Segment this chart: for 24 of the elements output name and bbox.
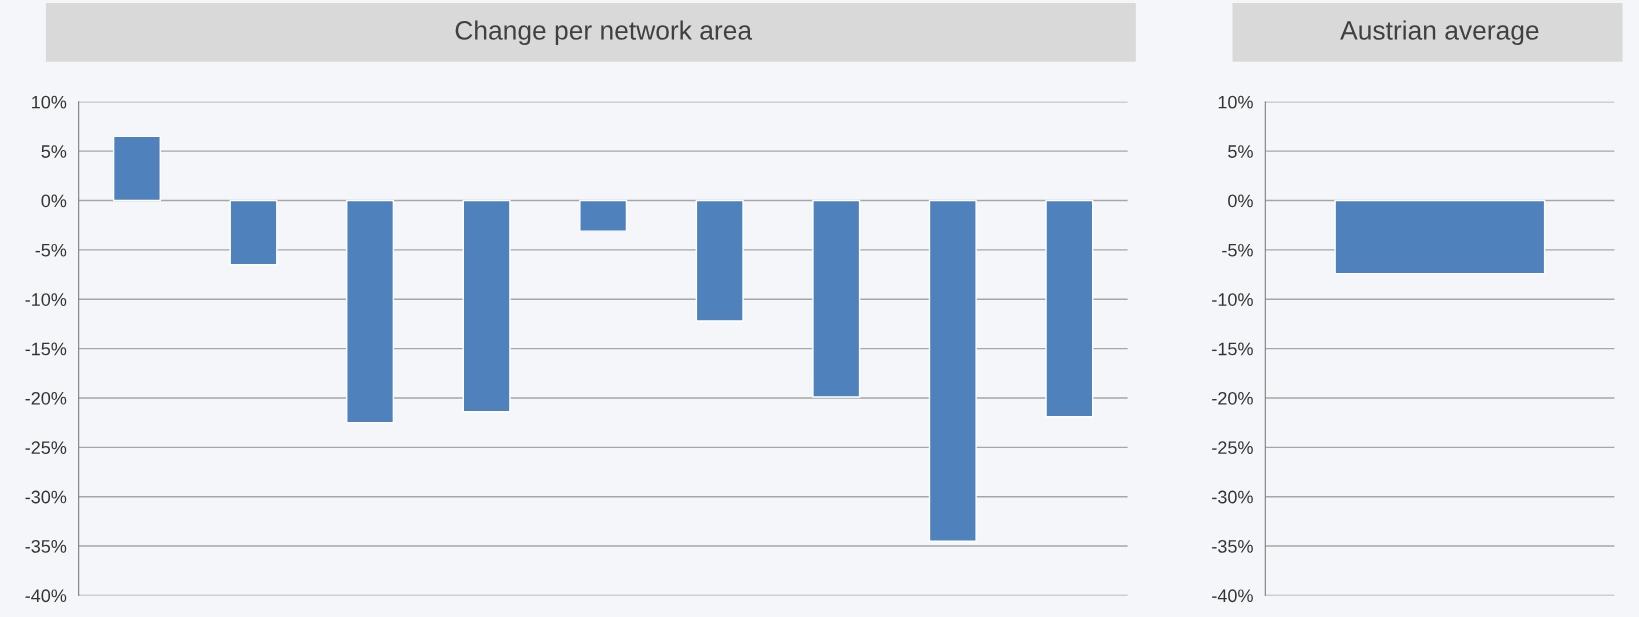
y-tick-label: -5% [1222, 243, 1253, 257]
y-tick-label: -10% [1212, 293, 1253, 306]
y-tick-label: 5% [41, 145, 67, 158]
y-tick-label: 0% [41, 194, 67, 208]
y-tick-label: -40% [25, 589, 67, 603]
y-tick-label: -15% [1212, 342, 1253, 356]
y-tick-label: -5% [35, 243, 67, 257]
y-tick-label: -20% [1212, 391, 1253, 405]
y-tick-label: -40% [1212, 589, 1253, 603]
y-tick-label: 5% [1228, 145, 1253, 158]
y-tick-label: -15% [25, 342, 67, 356]
y-tick-label: -30% [1212, 490, 1253, 504]
y-tick-label: -20% [25, 391, 67, 405]
y-tick-label: 10% [32, 95, 67, 109]
y-tick-label: -10% [25, 293, 67, 306]
y-tick-label: 0% [1228, 194, 1253, 208]
y-tick-label: -35% [1212, 539, 1253, 553]
chart-title: Austrian average [1340, 20, 1539, 45]
y-tick-label: -25% [1212, 441, 1253, 455]
y-tick-label: -25% [25, 441, 67, 455]
y-tick-label: -30% [25, 490, 67, 504]
y-tick-label: 10% [1218, 95, 1253, 109]
y-tick-label: -35% [25, 539, 67, 553]
chart-title: Change per network area [455, 20, 753, 45]
